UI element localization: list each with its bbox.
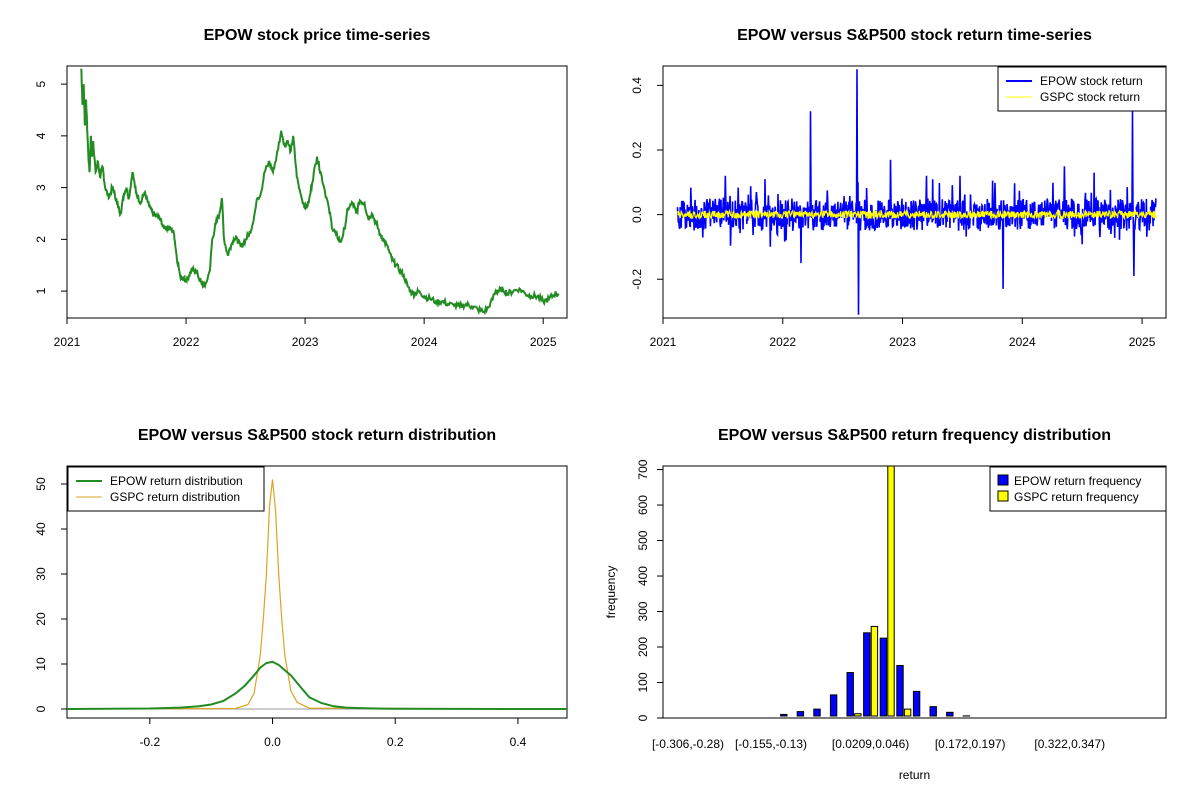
x-tick-label: 2022: [769, 335, 796, 349]
gspc-bar: [870, 625, 879, 717]
panel-price: EPOW stock price time-series 2021 2022 2023…: [34, 27, 568, 349]
gspc-bar: [903, 708, 912, 717]
x-tick-label: 2024: [1009, 335, 1036, 349]
legend-box: [67, 466, 265, 512]
panel-returns: EPOW versus S&P500 stock return time-ser…: [630, 27, 1167, 349]
x-axis-label: return: [899, 768, 930, 782]
x-tick-label: 2022: [173, 335, 200, 349]
legend-entry: EPOW stock return: [1040, 74, 1143, 88]
gspc-return-line: [677, 208, 1157, 221]
x-tick-label: 2023: [889, 335, 916, 349]
chart-title: EPOW versus S&P500 stock return distribu…: [138, 427, 496, 444]
y-tick-label: -0.2: [630, 269, 644, 290]
y-tick-label: 500: [636, 530, 650, 550]
x-tick-label: 2025: [1129, 335, 1156, 349]
gspc-density-line: [66, 479, 568, 710]
x-tick-label: 0.2: [387, 735, 404, 749]
epow-bar: [846, 672, 854, 717]
epow-bar: [829, 694, 838, 717]
epow-bar: [912, 690, 921, 717]
y-tick-label: 50: [34, 477, 48, 491]
legend-swatch: [997, 474, 1009, 486]
epow-bar: [813, 708, 821, 717]
x-tick-label: 0.4: [510, 735, 527, 749]
panel-frequency: EPOW versus S&P500 return frequency dist…: [604, 427, 1167, 782]
y-tick-label: 200: [636, 637, 650, 657]
legend-swatch: [997, 490, 1009, 502]
epow-density-line: [66, 660, 568, 710]
epow-bar: [896, 664, 904, 717]
y-tick-label: 300: [636, 601, 650, 621]
epow-bar: [929, 706, 937, 717]
y-tick-label: 1: [34, 287, 48, 294]
panel-density: EPOW versus S&P500 stock return distribu…: [34, 427, 568, 749]
x-category-label: [0.172,0.197): [935, 737, 1006, 751]
x-category-label: [-0.306,-0.28): [652, 737, 724, 751]
chart-title: EPOW stock price time-series: [204, 27, 431, 44]
x-category-label: [0.0209,0.046): [832, 737, 909, 751]
price-line: [80, 68, 560, 316]
y-tick-label: 20: [34, 612, 48, 626]
epow-return-line: [676, 69, 1157, 315]
legend-box: [997, 66, 1167, 112]
plot-frame: [66, 65, 568, 319]
chart-title: EPOW versus S&P500 return frequency dist…: [718, 427, 1111, 444]
x-tick-label: 2021: [650, 335, 677, 349]
epow-bar: [879, 637, 888, 717]
gspc-bar: [887, 465, 895, 717]
legend-entry: GSPC stock return: [1040, 90, 1140, 104]
x-tick-label: 2023: [292, 335, 319, 349]
x-tick-label: 2021: [54, 335, 81, 349]
y-tick-label: 600: [636, 495, 650, 515]
y-tick-label: 5: [34, 80, 48, 87]
x-tick-label: -0.2: [139, 735, 160, 749]
y-tick-label: 3: [34, 184, 48, 191]
x-tick-label: 2024: [411, 335, 438, 349]
y-tick-label: 40: [34, 522, 48, 536]
legend-entry: EPOW return frequency: [1014, 474, 1141, 488]
epow-bar: [796, 711, 805, 717]
y-tick-label: 400: [636, 566, 650, 586]
chart-title: EPOW versus S&P500 stock return time-ser…: [737, 27, 1092, 44]
y-tick-label: 0.2: [630, 141, 644, 158]
y-tick-label: 700: [636, 459, 650, 479]
x-category-label: [-0.155,-0.13): [735, 737, 807, 751]
epow-bar: [780, 713, 788, 717]
y-tick-label: 0.4: [630, 77, 644, 94]
x-tick-label: 0.0: [264, 735, 281, 749]
epow-bar: [946, 711, 954, 717]
y-tick-label: 10: [34, 657, 48, 671]
x-category-label: [0.322,0.347): [1034, 737, 1105, 751]
epow-bar: [863, 632, 871, 717]
legend-entry: EPOW return distribution: [110, 474, 243, 488]
y-tick-label: 0: [34, 705, 48, 712]
y-tick-label: 0: [636, 714, 650, 721]
legend-entry: GSPC return frequency: [1014, 490, 1139, 504]
y-tick-label: 30: [34, 567, 48, 581]
y-axis-label: frequency: [604, 566, 618, 619]
gspc-bar: [854, 713, 862, 717]
legend-box: [989, 466, 1167, 512]
y-tick-label: 0.0: [630, 206, 644, 223]
y-tick-label: 4: [34, 132, 48, 139]
x-tick-label: 2025: [530, 335, 557, 349]
legend-entry: GSPC return distribution: [110, 490, 240, 504]
y-tick-label: 2: [34, 236, 48, 243]
y-tick-label: 100: [636, 672, 650, 692]
